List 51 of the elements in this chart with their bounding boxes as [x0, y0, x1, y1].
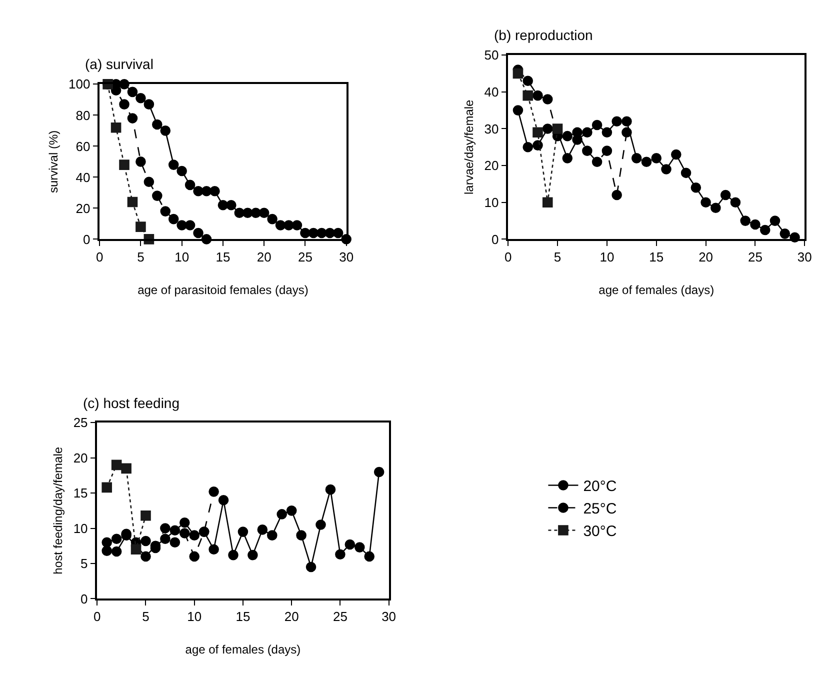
y-axis-title: larvae/day/female	[462, 99, 476, 194]
x-tick-label: 0	[94, 609, 101, 624]
x-tick-label: 30	[339, 250, 354, 265]
chart-title: (c) host feeding	[83, 395, 180, 411]
chart-title: (b) reproduction	[494, 27, 593, 43]
y-tick-label: 100	[68, 76, 90, 92]
x-axis-title: age of females (days)	[185, 642, 301, 656]
x-tick-label: 15	[216, 250, 230, 265]
y-tick-label: 25	[73, 415, 88, 430]
y-tick-label: 0	[492, 232, 499, 247]
y-tick-label: 60	[76, 138, 90, 154]
y-tick-label: 5	[80, 556, 88, 572]
x-tick-label: 20	[698, 250, 714, 265]
y-tick-label: 15	[73, 486, 88, 501]
x-tick-label: 10	[187, 609, 202, 624]
legend-label: 30°C	[583, 523, 617, 540]
y-tick-label: 40	[76, 170, 90, 185]
y-tick-label: 40	[484, 84, 499, 100]
y-tick-label: 30	[484, 121, 499, 136]
x-tick-label: 30	[797, 250, 812, 265]
x-tick-label: 25	[748, 250, 762, 265]
x-axis-title: age of females (days)	[598, 282, 714, 297]
y-tick-label: 20	[76, 200, 90, 216]
x-tick-label: 0	[96, 250, 104, 265]
y-tick-label: 0	[83, 232, 90, 247]
x-tick-label: 5	[142, 609, 150, 624]
chart-title: (a) survival	[85, 56, 154, 72]
x-tick-label: 5	[554, 250, 562, 265]
x-tick-label: 0	[504, 250, 512, 265]
x-tick-label: 5	[137, 250, 144, 265]
y-tick-label: 20	[484, 158, 499, 174]
y-tick-label: 80	[76, 108, 90, 123]
x-tick-label: 30	[382, 609, 396, 624]
x-tick-label: 20	[256, 250, 272, 265]
x-tick-label: 10	[174, 250, 190, 265]
legend-label: 20°C	[583, 478, 617, 496]
x-tick-label: 15	[236, 609, 250, 624]
x-tick-label: 20	[284, 609, 299, 624]
x-tick-label: 10	[600, 250, 614, 265]
y-tick-label: 10	[73, 520, 88, 536]
x-tick-label: 25	[332, 609, 348, 624]
y-tick-label: 10	[484, 194, 499, 210]
x-tick-label: 25	[298, 250, 312, 265]
x-tick-label: 15	[649, 250, 664, 265]
y-tick-label: 20	[73, 450, 88, 466]
y-axis-title: host feeding/day/female	[51, 446, 66, 574]
y-axis-title: survival (%)	[46, 130, 60, 194]
x-axis-title: age of parasitoid females (days)	[138, 282, 308, 297]
y-tick-label: 50	[484, 48, 499, 63]
legend-label: 25°C	[583, 500, 617, 518]
y-tick-label: 0	[80, 591, 88, 606]
